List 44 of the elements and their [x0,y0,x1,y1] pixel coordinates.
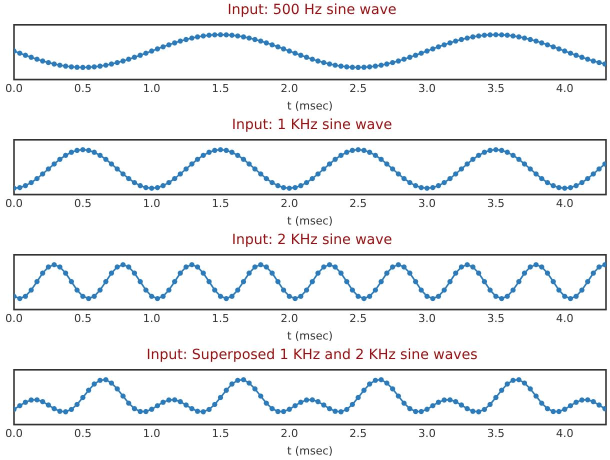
x-axis-title: t (msec) [287,214,333,228]
x-tick-label: 0.5 [74,197,92,210]
x-tick-label: 2.0 [280,82,298,96]
x-tick-label: 2.5 [349,197,367,210]
x-tick-label: 0.0 [5,427,23,440]
chart-title: Input: 500 Hz sine wave [228,2,396,18]
x-tick-label: 0.0 [5,197,23,210]
x-tick-label: 2.5 [349,82,367,96]
x-tick-label: 4.0 [556,312,574,326]
x-tick-label: 1.0 [142,312,160,326]
x-tick-label: 0.0 [5,312,23,326]
x-tick-label: 2.5 [349,312,367,326]
x-tick-label: 3.0 [418,427,436,440]
x-tick-label: 0.5 [74,427,92,440]
x-tick-label: 3.5 [487,82,505,96]
x-tick-label: 4.0 [556,427,574,440]
x-tick-label: 2.0 [280,427,298,440]
x-tick-label: 1.5 [212,197,230,210]
x-tick-label: 2.5 [349,427,367,440]
x-tick-label: 3.5 [487,312,505,326]
x-tick-label: 3.5 [487,197,505,210]
x-tick-label: 0.5 [74,312,92,326]
x-tick-label: 1.5 [212,427,230,440]
chart-title: Input: 1 KHz sine wave [232,117,392,134]
x-tick-label: 3.0 [418,312,436,326]
x-tick-label: 0.5 [74,82,92,96]
x-tick-label: 2.0 [280,312,298,326]
x-tick-label: 3.5 [487,427,505,440]
x-tick-label: 4.0 [556,82,574,96]
x-tick-label: 1.5 [212,82,230,96]
x-tick-label: 1.0 [142,427,160,440]
chart-title: Input: Superposed 1 KHz and 2 KHz sine waves [146,347,478,364]
x-axis-title: t (msec) [287,444,333,458]
x-tick-label: 1.0 [142,82,160,96]
x-axis-title: t (msec) [287,329,333,342]
x-tick-label: 1.0 [142,197,160,210]
x-tick-label: 1.5 [212,312,230,326]
chart-title: Input: 2 KHz sine wave [232,232,392,248]
x-tick-label: 3.0 [418,197,436,210]
x-tick-label: 0.0 [5,82,23,96]
x-tick-label: 2.0 [280,197,298,210]
x-tick-label: 3.0 [418,82,436,96]
x-axis-title: t (msec) [287,99,333,112]
x-tick-label: 4.0 [556,197,574,210]
